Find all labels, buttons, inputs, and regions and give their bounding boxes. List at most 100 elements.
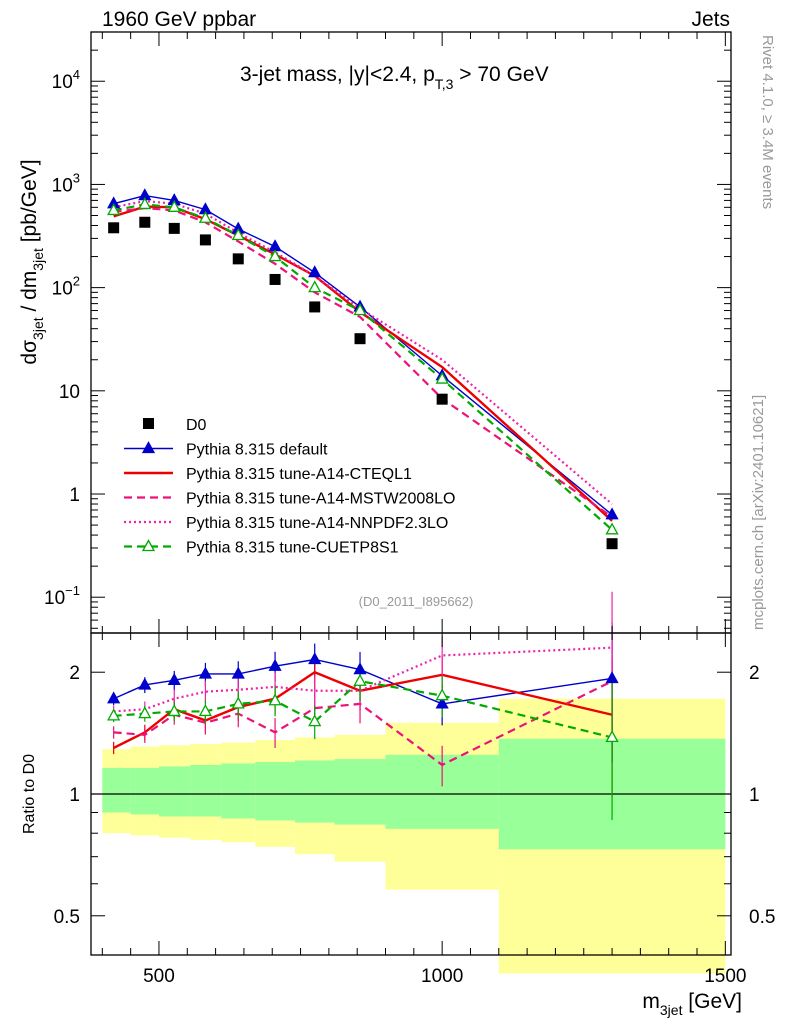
data-point-3 <box>199 234 211 246</box>
ratio-point-0-8 <box>435 696 449 709</box>
ratio-point-4-8 <box>435 688 449 701</box>
ratio-point-4-3 <box>198 704 213 717</box>
ratio-tick-label-left: 1 <box>69 785 80 806</box>
ratio-tick-label-left: 2 <box>69 663 80 684</box>
y-label-tail: [pb/GeV] <box>18 159 41 248</box>
x-tick-label: 1000 <box>421 966 463 987</box>
ratio-point-4-0 <box>107 708 121 721</box>
ratio-band-inner-7 <box>334 759 386 825</box>
point-4-3 <box>198 210 213 223</box>
legend-marker-0 <box>141 441 156 454</box>
ratio-y-axis-label: Ratio to D0 <box>21 754 38 834</box>
y-label-sub2: 3jet <box>30 248 46 271</box>
ratio-point-0-7 <box>353 662 367 675</box>
data-point-0 <box>108 222 120 234</box>
point-4-4 <box>231 228 245 241</box>
series-line-4 <box>113 203 613 531</box>
point-4-6 <box>308 280 322 293</box>
ratio-uncertainty-bands <box>91 698 731 974</box>
chart-title-main: 3-jet mass, |y|<2.4, p <box>240 63 435 86</box>
ratio-band-inner-6 <box>294 760 335 823</box>
ratio-band-inner-4 <box>221 763 256 819</box>
point-4-2 <box>167 199 181 212</box>
chart-title: 3-jet mass, |y|<2.4, pT,3 > 70 GeV <box>240 63 549 92</box>
point-0-5 <box>268 239 282 252</box>
y-tick-label: 104 <box>52 67 80 93</box>
ratio-series-lines <box>113 591 613 820</box>
y-label-mid: / dm <box>18 271 41 318</box>
legend-marker-data <box>143 418 154 429</box>
data-point-7 <box>354 333 366 345</box>
data-markers <box>107 188 619 743</box>
ratio-point-0-6 <box>308 652 322 665</box>
ratio-point-0-4 <box>231 666 245 679</box>
ratio-line-3 <box>113 646 613 713</box>
legend-label-4: Pythia 8.315 tune-CUETP8S1 <box>186 540 399 557</box>
point-4-7 <box>353 303 367 316</box>
x-tick-label: 1500 <box>704 966 746 987</box>
legend: D0 Pythia 8.315 default Pythia 8.315 tune-… <box>124 417 455 557</box>
ratio-band-inner-2 <box>158 766 191 817</box>
axis-ticks <box>91 31 731 956</box>
y-tick-label: 10−1 <box>44 583 80 609</box>
point-4-0 <box>107 203 121 216</box>
x-label-main: m <box>642 990 660 1013</box>
ratio-tick-label-left: 0.5 <box>54 907 80 928</box>
ratio-point-4-4 <box>231 696 245 709</box>
ratio-line-2 <box>113 680 613 767</box>
ratio-line-4 <box>113 680 613 739</box>
data-point-8 <box>436 393 448 405</box>
header-analysis-label: Jets <box>691 8 730 31</box>
x-label-tail: [GeV] <box>682 990 742 1013</box>
x-axis-label: m3jet [GeV] <box>642 990 742 1018</box>
ratio-point-4-9 <box>605 730 619 743</box>
series-line-3 <box>113 199 613 505</box>
ratio-tick-label-right: 2 <box>749 663 760 684</box>
ratio-point-4-1 <box>138 706 152 719</box>
legend-label-3: Pythia 8.315 tune-A14-NNPDF2.3LO <box>186 515 448 532</box>
x-tick-label: 500 <box>143 966 175 987</box>
y-tick-label: 102 <box>52 274 80 300</box>
ratio-line-0 <box>113 658 613 705</box>
ratio-point-4-6 <box>308 714 322 727</box>
legend-marker-4 <box>141 539 156 552</box>
data-point-5 <box>269 273 281 285</box>
series-line-0 <box>113 194 613 516</box>
point-4-9 <box>605 522 619 535</box>
point-4-1 <box>138 197 152 210</box>
y-axis-label: dσ3jet / dm3jet [pb/GeV] <box>18 159 46 364</box>
chart-title-tail: > 70 GeV <box>453 63 548 86</box>
data-point-1 <box>139 216 151 228</box>
series-line-2 <box>113 206 613 518</box>
x-label-sub: 3jet <box>660 1002 683 1018</box>
y-tick-label: 10 <box>59 382 80 403</box>
y-tick-label: 103 <box>52 170 80 196</box>
point-0-6 <box>308 265 322 278</box>
data-point-4 <box>232 253 244 265</box>
ratio-point-0-3 <box>198 666 213 679</box>
point-4-8 <box>435 371 449 384</box>
data-point-6 <box>309 301 321 313</box>
legend-label-0: Pythia 8.315 default <box>186 442 328 459</box>
chart-title-sub: T,3 <box>435 76 454 92</box>
ratio-point-4-7 <box>353 673 367 686</box>
ratio-point-4-5 <box>268 693 282 706</box>
ratio-point-0-0 <box>107 691 121 704</box>
rivet-version-label: Rivet 4.1.0, ≥ 3.4M events <box>759 35 776 209</box>
ratio-point-0-9 <box>605 671 619 684</box>
analysis-watermark: (D0_2011_I895662) <box>359 594 474 609</box>
legend-label-2: Pythia 8.315 tune-A14-MSTW2008LO <box>186 491 455 508</box>
ratio-tick-label-right: 1 <box>749 785 760 806</box>
point-4-5 <box>268 249 282 262</box>
y-label-sub1: 3jet <box>30 317 46 340</box>
ratio-point-0-2 <box>167 672 181 685</box>
ratio-band-inner-0 <box>102 767 131 813</box>
point-0-9 <box>605 507 619 520</box>
ratio-point-0-5 <box>268 658 282 671</box>
legend-label-data: D0 <box>186 417 207 434</box>
ratio-band-inner-3 <box>190 764 222 817</box>
data-point-2 <box>168 222 180 234</box>
ratio-point-4-2 <box>167 704 181 717</box>
y-tick-label: 1 <box>69 485 80 506</box>
